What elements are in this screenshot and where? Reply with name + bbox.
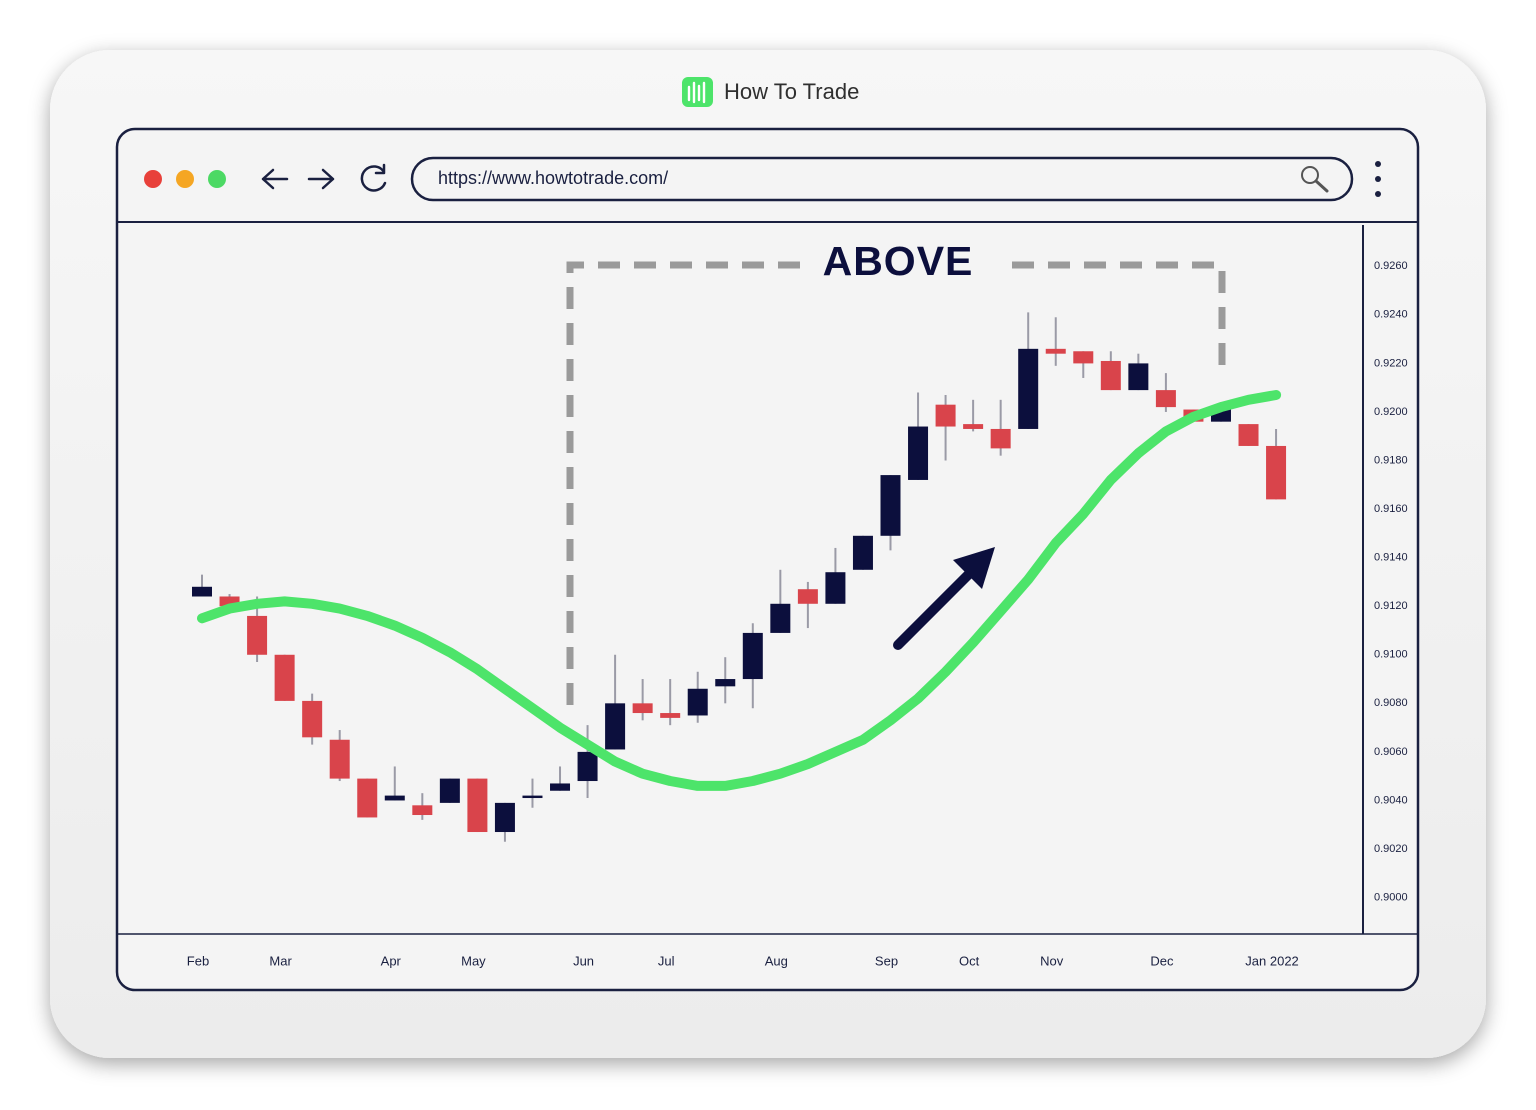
- brand-icon: [682, 77, 713, 107]
- y-tick-label: 0.9240: [1374, 309, 1408, 321]
- bullish-candle: [384, 795, 405, 801]
- bullish-candle: [439, 778, 460, 803]
- trend-arrow-head: [953, 547, 995, 589]
- bullish-candle: [825, 572, 846, 604]
- y-tick-label: 0.9060: [1374, 746, 1408, 758]
- bullish-candle: [550, 783, 571, 791]
- y-tick-label: 0.9120: [1374, 600, 1408, 612]
- x-tick-label: Mar: [269, 953, 292, 968]
- bearish-candle: [797, 589, 818, 604]
- bearish-candle: [1155, 390, 1176, 408]
- y-tick-label: 0.9220: [1374, 357, 1408, 369]
- highlight-box: [566, 261, 1226, 705]
- y-tick-label: 0.9260: [1374, 260, 1408, 272]
- bearish-candle: [1100, 360, 1121, 391]
- bullish-candle: [1128, 363, 1149, 391]
- bearish-candle: [467, 778, 488, 833]
- y-tick-label: 0.9100: [1374, 649, 1408, 661]
- bearish-candle: [329, 739, 350, 779]
- bullish-candle: [880, 475, 901, 536]
- annotation: ABOVE: [823, 238, 974, 284]
- bullish-candle: [605, 703, 626, 750]
- bearish-candle: [219, 596, 240, 607]
- browser-window: [115, 127, 1420, 992]
- bullish-candle: [192, 586, 212, 597]
- bearish-candle: [963, 424, 984, 429]
- bullish-candle: [908, 426, 929, 480]
- bearish-candle: [357, 778, 378, 818]
- bullish-candle: [1018, 348, 1039, 429]
- back-button[interactable]: [261, 168, 289, 190]
- bearish-candle: [632, 703, 653, 714]
- bearish-candle: [302, 700, 323, 738]
- menu-button[interactable]: [1375, 161, 1381, 197]
- moving-average: [197, 390, 1282, 791]
- x-tick-label: Oct: [959, 953, 980, 968]
- bearish-candle: [1266, 445, 1287, 500]
- y-tick-label: 0.9020: [1374, 843, 1408, 855]
- x-tick-label: Jul: [658, 953, 675, 968]
- close-button[interactable]: [144, 170, 162, 188]
- brand-icon-bars: [687, 81, 706, 104]
- bullish-candle: [577, 751, 598, 782]
- y-tick-label: 0.9160: [1374, 503, 1408, 515]
- bearish-candle: [412, 805, 433, 816]
- url-text: https://www.howtotrade.com/: [438, 168, 668, 188]
- bullish-candle: [494, 802, 515, 833]
- plot: 0.9000 0.9020 0.9040 0.9060 0.9080 0.9100 0.91…: [187, 260, 1408, 968]
- bearish-candle: [1073, 351, 1094, 364]
- forward-button[interactable]: [307, 168, 335, 190]
- bullish-candle: [522, 795, 543, 799]
- bullish-candle: [852, 535, 873, 570]
- brand-name: How To Trade: [724, 79, 859, 104]
- bullish-candle: [742, 632, 763, 680]
- x-tick-label: Apr: [381, 953, 402, 968]
- reload-button[interactable]: [360, 163, 387, 192]
- y-tick-label: 0.9080: [1374, 697, 1408, 709]
- search-icon[interactable]: [1301, 166, 1329, 193]
- x-tick-label: May: [461, 953, 486, 968]
- bearish-candle: [990, 428, 1011, 449]
- bullish-candle: [770, 603, 791, 633]
- x-tick-label: Jun: [573, 953, 594, 968]
- x-tick-label: Nov: [1040, 953, 1064, 968]
- x-tick-label: Feb: [187, 953, 209, 968]
- bullish-candle: [687, 688, 708, 716]
- bearish-candle: [660, 713, 681, 718]
- address-bar[interactable]: [410, 156, 1354, 202]
- bearish-candle: [1045, 348, 1066, 354]
- bearish-candle: [1238, 424, 1259, 446]
- x-tick-label: Dec: [1150, 953, 1174, 968]
- y-tick-label: 0.9200: [1374, 406, 1408, 418]
- x-tick-label: Aug: [765, 953, 788, 968]
- y-tick-label: 0.9140: [1374, 552, 1408, 564]
- minimize-button[interactable]: [176, 170, 194, 188]
- bearish-candle: [247, 615, 268, 655]
- trend-arrow: [893, 570, 973, 650]
- x-tick-label: Jan 2022: [1245, 953, 1299, 968]
- bearish-candle: [935, 404, 956, 427]
- y-tick-label: 0.9040: [1374, 794, 1408, 806]
- x-tick-label: Sep: [875, 953, 898, 968]
- y-tick-label: 0.9180: [1374, 454, 1408, 466]
- bullish-candle: [715, 679, 736, 687]
- bearish-candle: [274, 654, 295, 701]
- y-tick-label: 0.9000: [1374, 891, 1408, 903]
- maximize-button[interactable]: [208, 170, 226, 188]
